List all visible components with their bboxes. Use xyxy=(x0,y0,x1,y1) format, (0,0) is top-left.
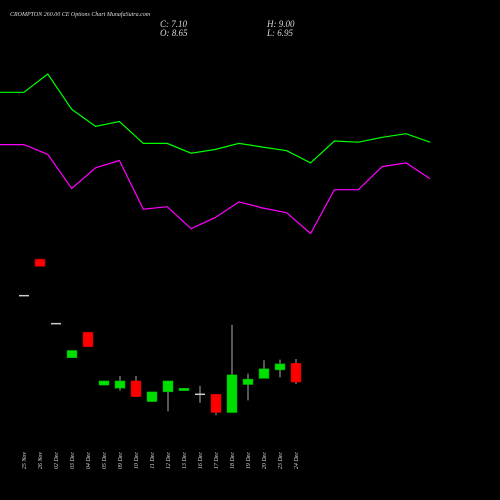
candle-body xyxy=(258,368,270,379)
x-tick-label: 20 Dec xyxy=(262,452,268,469)
x-tick-label: 16 Dec xyxy=(198,452,204,469)
x-tick-label: 13 Dec xyxy=(182,452,188,469)
x-tick-label: 19 Dec xyxy=(246,452,252,469)
info-close: C: 7.10 xyxy=(160,19,188,29)
candle-body xyxy=(178,387,190,391)
indicator-line xyxy=(0,144,431,235)
candle-body xyxy=(290,362,302,383)
x-tick-label: 25 Nov xyxy=(22,452,28,470)
info-low: L: 6.95 xyxy=(266,28,294,38)
x-tick-label: 02 Dec xyxy=(54,452,60,469)
x-tick-label: 24 Dec xyxy=(293,452,300,469)
candle-body xyxy=(82,331,94,348)
x-tick-label: 04 Dec xyxy=(85,452,92,469)
x-tick-label: 18 Dec xyxy=(230,452,236,469)
info-open: O: 8.65 xyxy=(160,28,188,38)
indicator-line xyxy=(0,73,431,164)
x-tick-label: 17 Dec xyxy=(214,452,220,469)
candle-body xyxy=(210,394,222,413)
candle-body xyxy=(66,350,78,359)
candle-body xyxy=(19,294,29,297)
candle-body xyxy=(98,380,110,386)
info-high: H: 9.00 xyxy=(266,19,295,29)
x-tick-label: 10 Dec xyxy=(134,452,140,469)
x-tick-label: 12 Dec xyxy=(166,452,172,469)
candle-body xyxy=(226,374,238,413)
x-tick-label: 05 Dec xyxy=(102,452,108,469)
candle-body xyxy=(51,322,61,325)
candle-body xyxy=(146,391,158,402)
candle-body xyxy=(130,380,142,397)
candle-body xyxy=(34,258,46,267)
x-tick-label: 09 Dec xyxy=(118,452,124,469)
chart-title: CROMPTON 260.00 CE Options Chart MunafaS… xyxy=(10,11,151,18)
candle-body xyxy=(195,393,205,396)
x-tick-label: 23 Dec xyxy=(278,452,284,469)
candle-body xyxy=(242,378,254,385)
x-tick-label: 03 Dec xyxy=(70,452,76,469)
candle-body xyxy=(114,380,126,389)
x-tick-label: 11 Dec xyxy=(150,452,156,469)
candle-body xyxy=(162,380,174,393)
x-tick-label: 26 Nov xyxy=(38,452,44,470)
candle-body xyxy=(274,363,286,371)
